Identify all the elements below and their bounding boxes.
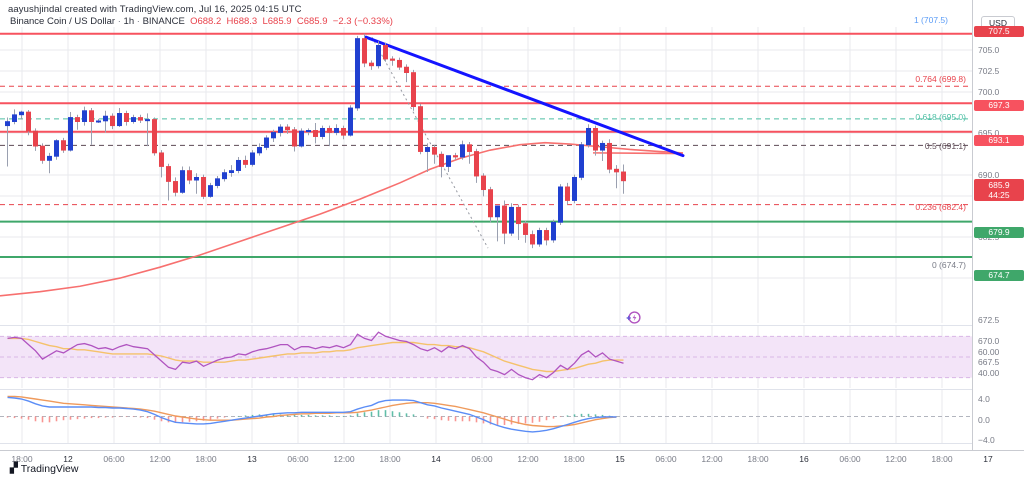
attribution-text: aayushjindal created with TradingView.co… [8,4,302,15]
price-scale-tick: 60.00 [978,347,1000,357]
price-pane[interactable] [0,27,972,323]
time-scale-tick: 18:00 [11,454,33,464]
price-scale-tick: 4.0 [978,394,990,404]
price-scale-tick: 672.5 [978,315,1000,325]
time-scale[interactable]: 18:00 12 06:00 12:00 18:00 13 06:00 12:00 18:00 1… [0,450,1024,466]
fib-level-label: 1 (707.5) [913,15,948,25]
price-scale-tick: 695.0 [978,128,1000,138]
fib-level-label: 0.236 (682.4) [915,202,966,212]
ai-sparkle-icon[interactable] [624,309,642,327]
tradingview-wordmark: TradingView [20,463,79,475]
price-scale-tick: −4.0 [978,435,995,445]
pane-separator-macd [0,389,1024,390]
price-scale-badge[interactable]: 685.9 44:25 [974,179,1024,201]
fib-level-label: 0.618 (695.0) [915,112,966,122]
legend-interval[interactable]: 1h [123,16,135,27]
time-scale-tick: 18:00 [931,454,953,464]
time-scale-tick: 06:00 [287,454,309,464]
time-scale-tick: 14 [431,454,441,464]
macd-pane[interactable] [0,390,972,443]
time-scale-tick: 12:00 [517,454,539,464]
time-scale-tick: 06:00 [655,454,677,464]
pane-separator-rsi [0,325,1024,326]
price-scale-tick: 40.00 [978,368,1000,378]
tradingview-mark: ▞ [10,463,18,474]
legend-exchange: BINANCE [142,16,185,27]
time-scale-tick: 06:00 [839,454,861,464]
time-scale-tick: 12 [63,454,73,464]
time-scale-tick: 16 [799,454,809,464]
legend-sep-1: · [115,16,124,27]
price-scale-tick: 690.0 [978,170,1000,180]
macd-chart-svg [0,390,972,443]
price-scale-badge[interactable]: 693.1 [974,135,1024,146]
legend-open-label: O [190,16,198,27]
time-scale-tick: 18:00 [563,454,585,464]
rsi-pane[interactable] [0,326,972,388]
price-scale-tick: 670.0 [978,336,1000,346]
time-scale-tick: 06:00 [471,454,493,464]
fib-level-label: 0.5 (691.1) [924,141,966,151]
rsi-chart-svg [0,326,972,388]
price-scale-badge[interactable]: 674.7 [974,270,1024,281]
time-scale-tick: 06:00 [103,454,125,464]
time-scale-tick: 17 [983,454,993,464]
price-scale-tick: 667.5 [978,357,1000,367]
price-scale-tick: 702.5 [978,66,1000,76]
legend-sep-2: · [134,16,143,27]
time-scale-tick: 18:00 [379,454,401,464]
price-scale-badge[interactable]: 679.9 [974,227,1024,238]
price-scale[interactable]: USD 705.0702.5700.0695.0690.0687.5682.56… [972,0,1024,450]
price-chart-svg [0,27,972,323]
time-scale-tick: 13 [247,454,257,464]
time-scale-tick: 18:00 [195,454,217,464]
legend-low-label: L [262,16,268,27]
price-scale-tick: 705.0 [978,45,1000,55]
fib-level-label: 0 (674.7) [931,260,966,270]
legend-high-label: H [226,16,234,27]
legend-low-value: 685.9 [267,16,292,27]
pane-separator-bottom [0,443,1024,444]
chart-legend: Binance Coin / US Dollar · 1h · BINANCE … [10,16,393,28]
tradingview-logo: ▞ TradingView [10,463,78,475]
legend-close-label: C [296,16,304,27]
time-scale-tick: 12:00 [885,454,907,464]
fib-level-label: 0.764 (699.8) [915,74,966,84]
legend-symbol[interactable]: Binance Coin / US Dollar [10,16,116,27]
time-scale-tick: 18:00 [747,454,769,464]
price-scale-tick: 700.0 [978,87,1000,97]
legend-close-value: 685.9 [303,16,328,27]
time-scale-tick: 15 [615,454,625,464]
legend-change: −2.3 (−0.33%) [332,16,393,27]
time-scale-tick: 12:00 [149,454,171,464]
time-scale-tick: 12:00 [333,454,355,464]
price-scale-tick: 0.0 [978,415,990,425]
price-scale-badge[interactable]: 707.5 [974,26,1024,37]
price-scale-badge[interactable]: 697.3 [974,100,1024,111]
legend-open-value: 688.2 [197,16,222,27]
legend-high-value: 688.3 [233,16,258,27]
time-scale-tick: 12:00 [701,454,723,464]
